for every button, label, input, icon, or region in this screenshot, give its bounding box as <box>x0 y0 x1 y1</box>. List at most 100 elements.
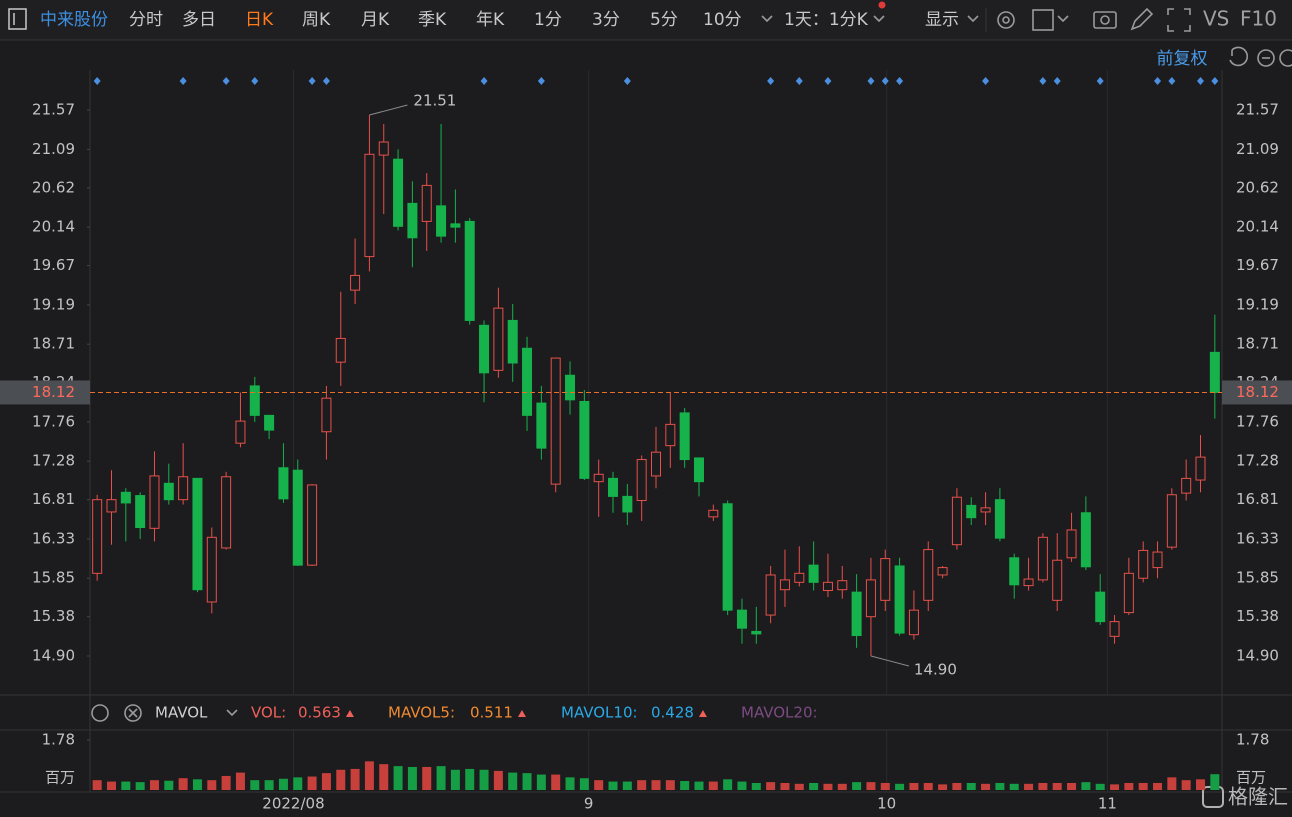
candle-body <box>908 609 919 636</box>
volume-bar <box>192 779 202 790</box>
event-marker[interactable] <box>93 77 101 85</box>
camera-icon[interactable] <box>1093 11 1117 29</box>
settings-icon-core <box>1002 16 1010 24</box>
volume-bar <box>995 782 1005 790</box>
event-marker[interactable] <box>824 77 832 85</box>
period-tab[interactable]: 多日 <box>182 10 216 30</box>
event-marker[interactable] <box>1168 77 1176 85</box>
candle-body <box>436 205 447 237</box>
chevron[interactable] <box>761 15 773 23</box>
period-tab[interactable]: 日K <box>245 10 274 30</box>
settings-icon[interactable] <box>997 11 1015 29</box>
event-marker[interactable] <box>1039 77 1047 85</box>
chevron[interactable] <box>967 15 979 23</box>
adjust-mode[interactable]: 前复权 <box>1157 49 1208 69</box>
fullscreen-icon[interactable] <box>1167 8 1191 32</box>
volume-bar <box>1196 779 1206 790</box>
event-marker[interactable] <box>896 77 904 85</box>
volume-bar <box>608 781 618 790</box>
candle-body <box>608 477 619 497</box>
period-tab[interactable]: 1分 <box>534 10 562 30</box>
volume-bar <box>1210 774 1220 790</box>
indicator-name[interactable]: MAVOL <box>155 704 208 722</box>
event-marker[interactable] <box>537 77 545 85</box>
toolbar-button[interactable]: F10 <box>1240 7 1277 31</box>
trend-up-icon <box>517 710 526 717</box>
zoom-out-icon[interactable] <box>1257 49 1275 67</box>
volume-bar <box>508 772 518 790</box>
indicator-close-icon[interactable] <box>124 704 142 722</box>
y-tick-label: 14.90 <box>1236 646 1279 664</box>
menu-icon[interactable] <box>8 8 27 30</box>
volume-bar <box>809 782 819 790</box>
event-marker[interactable] <box>1197 77 1205 85</box>
candle-body <box>994 499 1005 539</box>
volume-bar <box>450 769 460 790</box>
event-marker[interactable] <box>251 77 259 85</box>
interval-select[interactable]: 1天：1分K <box>784 10 869 30</box>
period-tab[interactable]: 月K <box>361 10 390 30</box>
pencil-icon[interactable] <box>1130 7 1154 31</box>
volume-bar <box>966 782 976 790</box>
event-marker[interactable] <box>322 77 330 85</box>
period-tab[interactable]: 5分 <box>650 10 678 30</box>
event-marker[interactable] <box>308 77 316 85</box>
event-marker[interactable] <box>1096 77 1104 85</box>
reset-icon[interactable] <box>1229 46 1249 67</box>
candle-body <box>235 420 246 444</box>
volume-bar <box>493 770 503 790</box>
volume-bar <box>278 778 288 790</box>
y-tick-label: 20.14 <box>32 218 75 236</box>
period-tab[interactable]: 3分 <box>592 10 620 30</box>
event-marker[interactable] <box>222 77 230 85</box>
camera-lens <box>1100 15 1110 25</box>
event-marker[interactable] <box>881 77 889 85</box>
candle-body <box>1152 551 1163 569</box>
y-tick-label: 16.81 <box>1236 490 1279 508</box>
candle-body <box>565 374 576 401</box>
period-tab[interactable]: 年K <box>476 10 505 30</box>
event-marker[interactable] <box>1053 77 1061 85</box>
event-marker[interactable] <box>179 77 187 85</box>
candle-body <box>923 549 934 601</box>
layout-icon[interactable] <box>1032 9 1054 31</box>
candle-body <box>1023 578 1034 587</box>
chevron[interactable] <box>873 15 885 23</box>
y-tick-label: 1.78 <box>1236 731 1269 749</box>
stock-name[interactable]: 中来股份 <box>40 10 108 30</box>
candle-body <box>292 469 303 566</box>
event-marker[interactable] <box>867 77 875 85</box>
event-marker[interactable] <box>1211 77 1219 85</box>
chevron[interactable] <box>1057 15 1069 23</box>
y-tick-label: 15.85 <box>32 569 75 587</box>
candle-body <box>92 499 103 574</box>
volume-bar <box>135 782 145 790</box>
event-marker[interactable] <box>1154 77 1162 85</box>
period-tab[interactable]: 季K <box>418 10 447 30</box>
period-tab[interactable]: 分时 <box>129 10 163 30</box>
last-price-label: 18.12 <box>1236 383 1279 401</box>
volume-bar <box>594 780 604 790</box>
event-marker[interactable] <box>767 77 775 85</box>
period-tab[interactable]: 10分 <box>703 10 742 30</box>
y-tick-label: 21.09 <box>32 140 75 158</box>
event-marker[interactable] <box>982 77 990 85</box>
candle-body <box>751 630 762 635</box>
candle-body <box>163 482 174 501</box>
toolbar-button[interactable]: VS <box>1203 7 1229 31</box>
indicator-settings-icon[interactable] <box>91 704 109 722</box>
zoom-in-icon[interactable] <box>1279 49 1292 67</box>
volume-bar <box>1181 780 1191 790</box>
event-marker[interactable] <box>480 77 488 85</box>
candle-body <box>693 457 704 483</box>
chevron[interactable] <box>226 709 238 717</box>
event-marker[interactable] <box>795 77 803 85</box>
display-menu[interactable]: 显示 <box>925 10 959 30</box>
candle-body <box>1181 477 1192 494</box>
candle-body <box>966 504 977 519</box>
last-price-label: 18.12 <box>32 383 75 401</box>
event-marker[interactable] <box>623 77 631 85</box>
candle-body <box>149 475 160 529</box>
period-tab[interactable]: 周K <box>302 10 331 30</box>
volume-bar <box>321 773 331 790</box>
